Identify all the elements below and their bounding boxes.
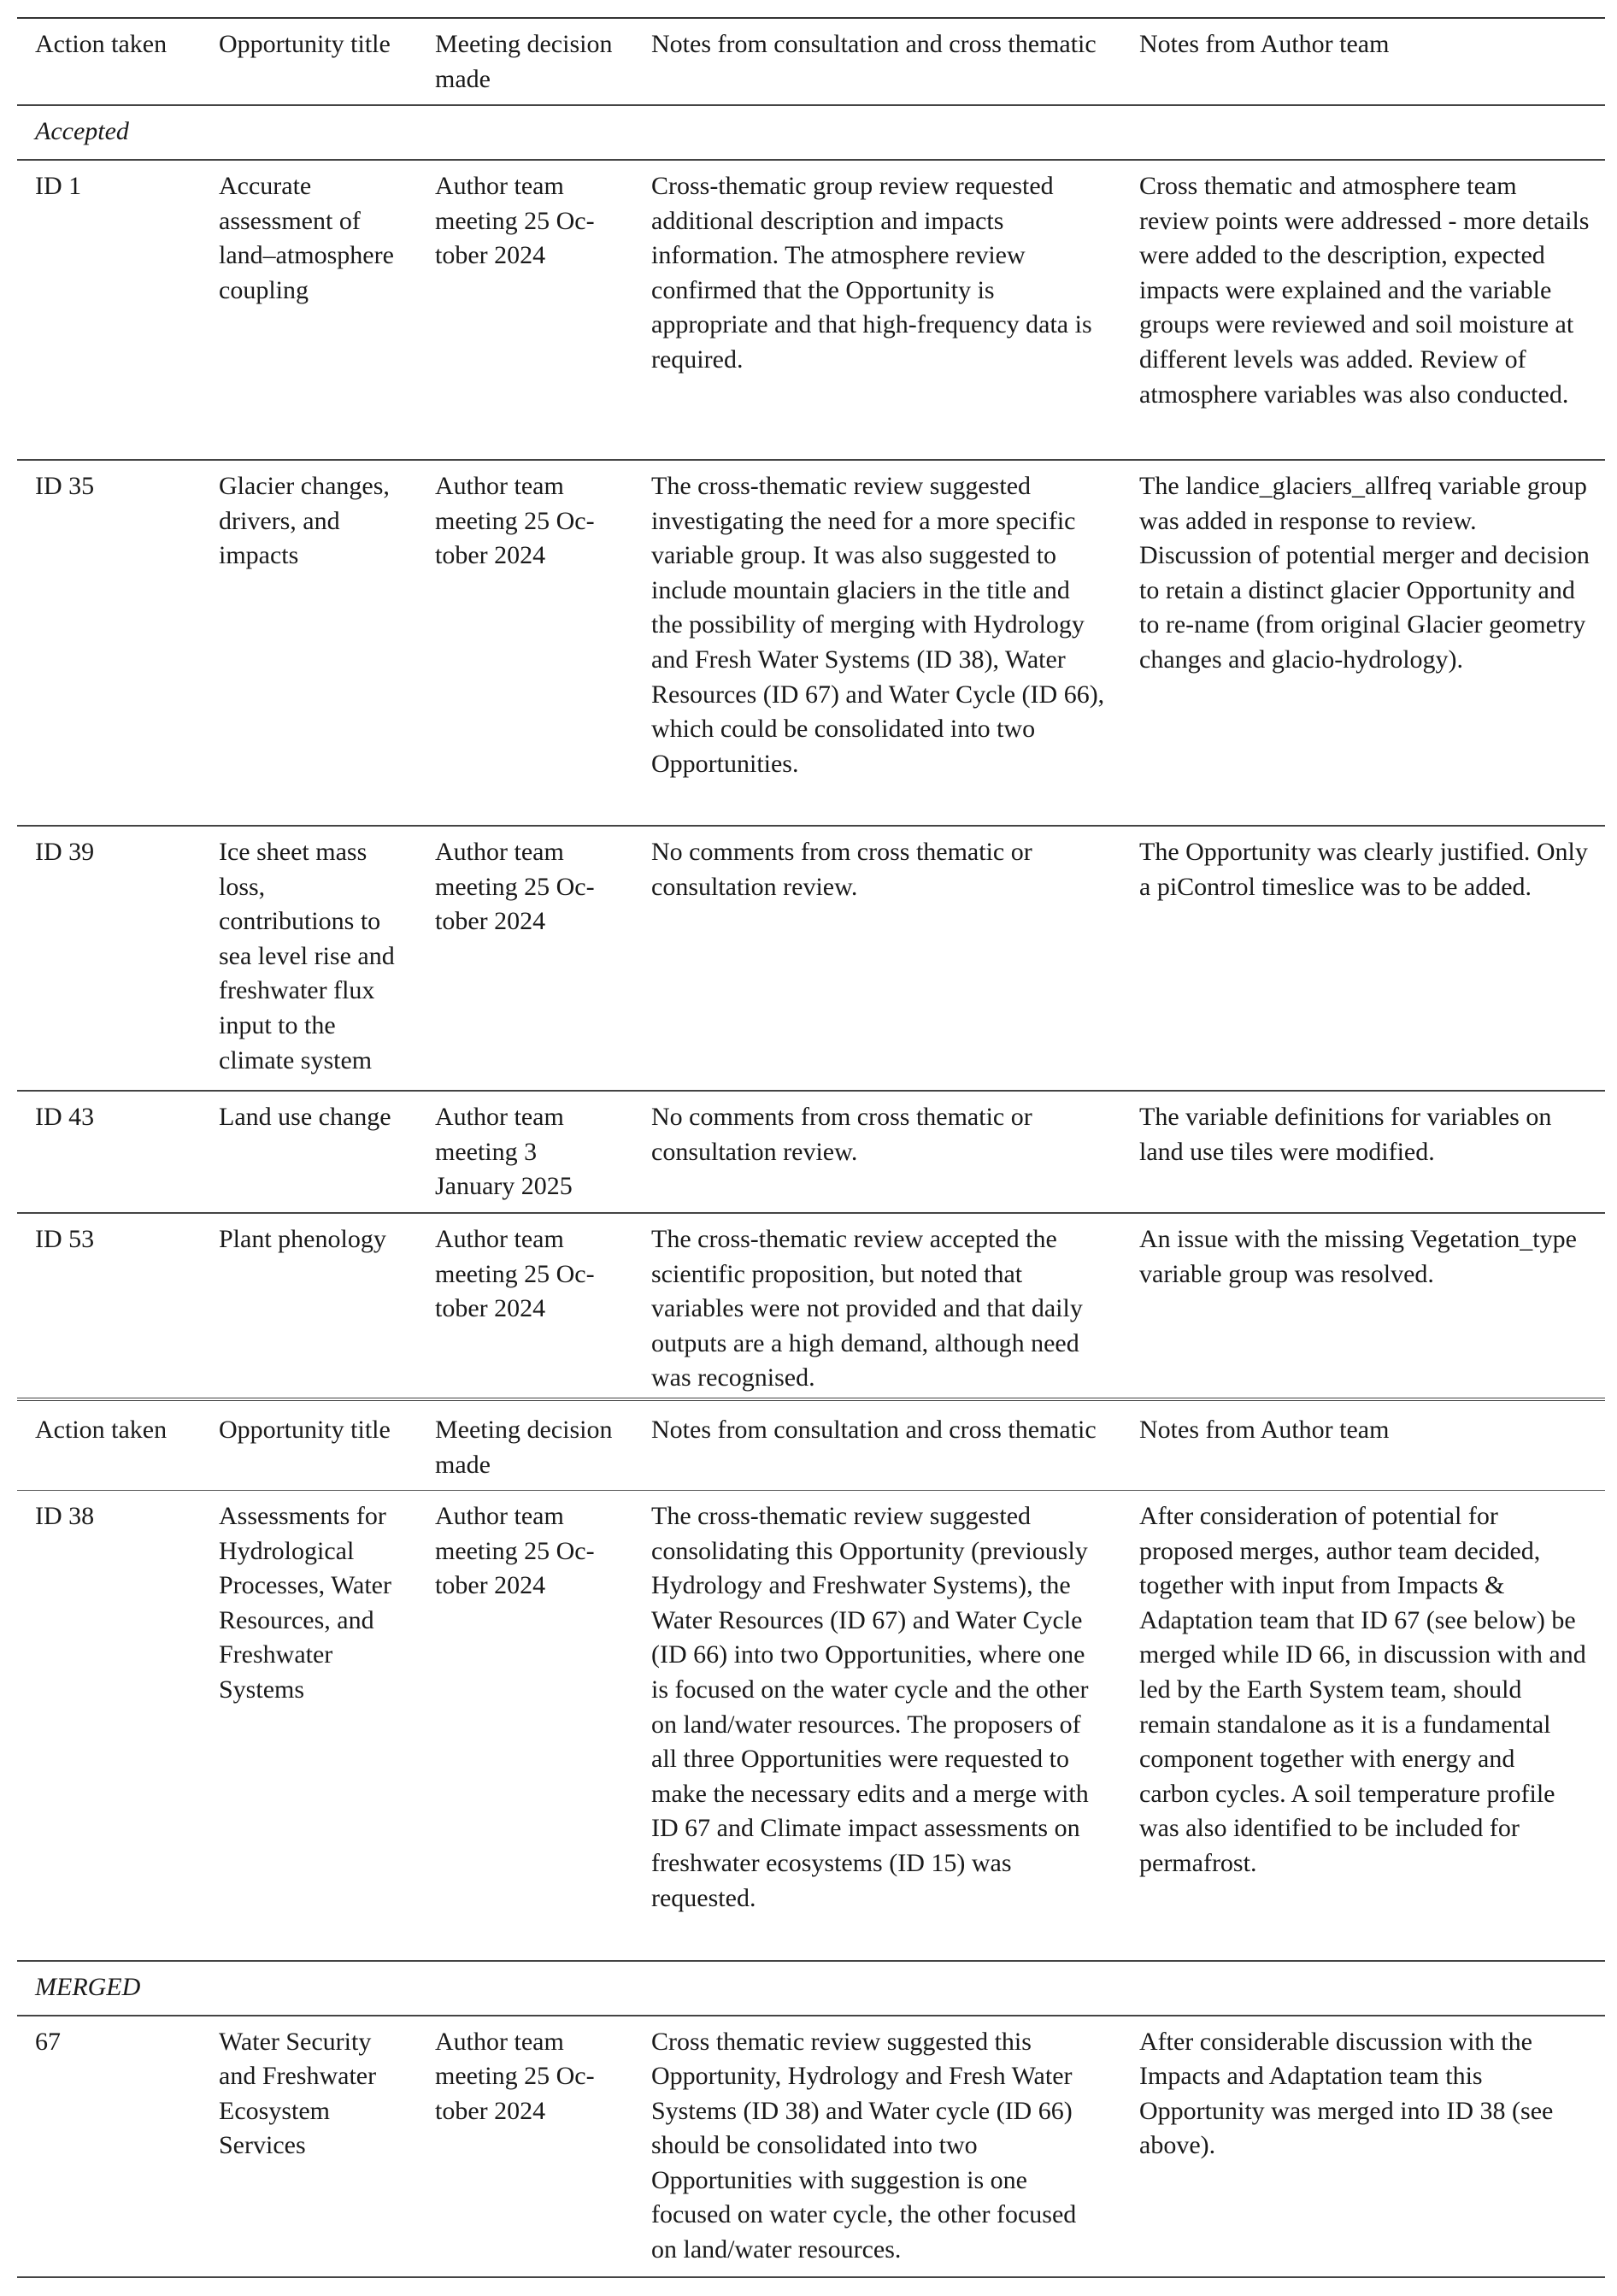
cell-consultation: The cross-thematic review suggested inve… [633, 460, 1121, 827]
cell-title: Land use change [201, 1091, 417, 1214]
section-row-accepted: Accepted [17, 105, 1605, 161]
table-header-row-continued: Action taken Opportunity title Meeting d… [17, 1398, 1605, 1491]
cell-meeting: Author team meeting 25 Oc-tober 2024 [435, 1225, 595, 1323]
header-title: Opportunity title [201, 17, 417, 106]
cell-meeting: Author team meeting 25 Oc-tober 2024 [417, 2015, 633, 2278]
cell-meeting: Author team meeting 3 January 2025 [417, 1091, 633, 1214]
cell-author: After consideration of potential for pro… [1121, 1490, 1605, 1962]
header-meeting: Meeting decision made [417, 1398, 633, 1491]
section-row-merged: MERGED [17, 1960, 1605, 2016]
section-label: Accepted [17, 105, 1605, 161]
header-consultation: Notes from consultation and cross themat… [633, 1398, 1121, 1491]
table-row: ID 35 Glacier changes, drivers, and impa… [17, 460, 1605, 827]
cell-author: The landice_glaciers_allfreq variable gr… [1121, 460, 1605, 827]
header-action: Action taken [17, 1398, 201, 1491]
cell-title: Plant phenology [219, 1225, 386, 1253]
cell-id: ID 43 [17, 1091, 201, 1214]
header-author: Notes from Author team [1121, 1398, 1605, 1491]
cell-meeting: Author team meeting 25 Oc-tober 2024 [417, 160, 633, 461]
cell-title: Assessments for Hydrological Processes, … [201, 1490, 417, 1962]
cell-author: After considerable discussion with the I… [1121, 2015, 1605, 2278]
table-row: ID 43 Land use change Author team meetin… [17, 1091, 1605, 1214]
cell-meeting: Author team meeting 25 Oc-tober 2024 [417, 826, 633, 1092]
table-row: 67 Water Security and Freshwater Ecosyst… [17, 2015, 1605, 2278]
header-action: Action taken [17, 17, 201, 106]
header-meeting: Meeting decision made [417, 17, 633, 106]
table-row: ID 39 Ice sheet mass loss, contributions… [17, 826, 1605, 1092]
cell-id: ID 53 [35, 1225, 95, 1253]
cell-id: ID 35 [17, 460, 201, 827]
table-row: ID 53 Plant phenology Author team meetin… [17, 1213, 1605, 1399]
table-header-row: Action taken Opportunity title Meeting d… [17, 17, 1605, 106]
cell-meeting: Author team meeting 25 Oc-tober 2024 [417, 460, 633, 827]
cell-title: Accurate assessment of land–atmosphere c… [201, 160, 417, 461]
cell-consultation: Cross thematic review suggested this Opp… [633, 2015, 1121, 2278]
cell-title: Glacier changes, drivers, and impacts [201, 460, 417, 827]
cell-author: An issue with the missing Vegetation_typ… [1139, 1225, 1577, 1288]
cell-meeting: Author team meeting 25 Oc-tober 2024 [417, 1490, 633, 1962]
header-title: Opportunity title [201, 1398, 417, 1491]
header-consultation: Notes from consultation and cross themat… [633, 17, 1121, 106]
cell-id: 67 [17, 2015, 201, 2278]
cell-id: ID 39 [17, 826, 201, 1092]
cell-consultation: No comments from cross thematic or consu… [633, 826, 1121, 1092]
section-label: MERGED [17, 1960, 1605, 2016]
cell-consultation: The cross-thematic review accepted the s… [651, 1225, 1083, 1392]
cell-title: Ice sheet mass loss, contributions to se… [201, 826, 417, 1092]
cell-author: The variable definitions for variables o… [1121, 1091, 1605, 1214]
table-row: ID 38 Assessments for Hydrological Proce… [17, 1490, 1605, 1962]
cell-consultation: No comments from cross thematic or consu… [633, 1091, 1121, 1214]
table-row: ID 1 Accurate assessment of land–atmosph… [17, 160, 1605, 461]
cell-id: ID 38 [17, 1490, 201, 1962]
decisions-table: Action taken Opportunity title Meeting d… [17, 17, 1605, 2278]
cell-author: The Opportunity was clearly justified. O… [1121, 826, 1605, 1092]
cell-consultation: Cross-thematic group review requested ad… [633, 160, 1121, 461]
header-author: Notes from Author team [1121, 17, 1605, 106]
cell-id: ID 1 [17, 160, 201, 461]
cell-title: Water Security and Freshwater Ecosystem … [201, 2015, 417, 2278]
cell-consultation: The cross-thematic review suggested cons… [633, 1490, 1121, 1962]
cell-author: Cross thematic and atmosphere team revie… [1121, 160, 1605, 461]
